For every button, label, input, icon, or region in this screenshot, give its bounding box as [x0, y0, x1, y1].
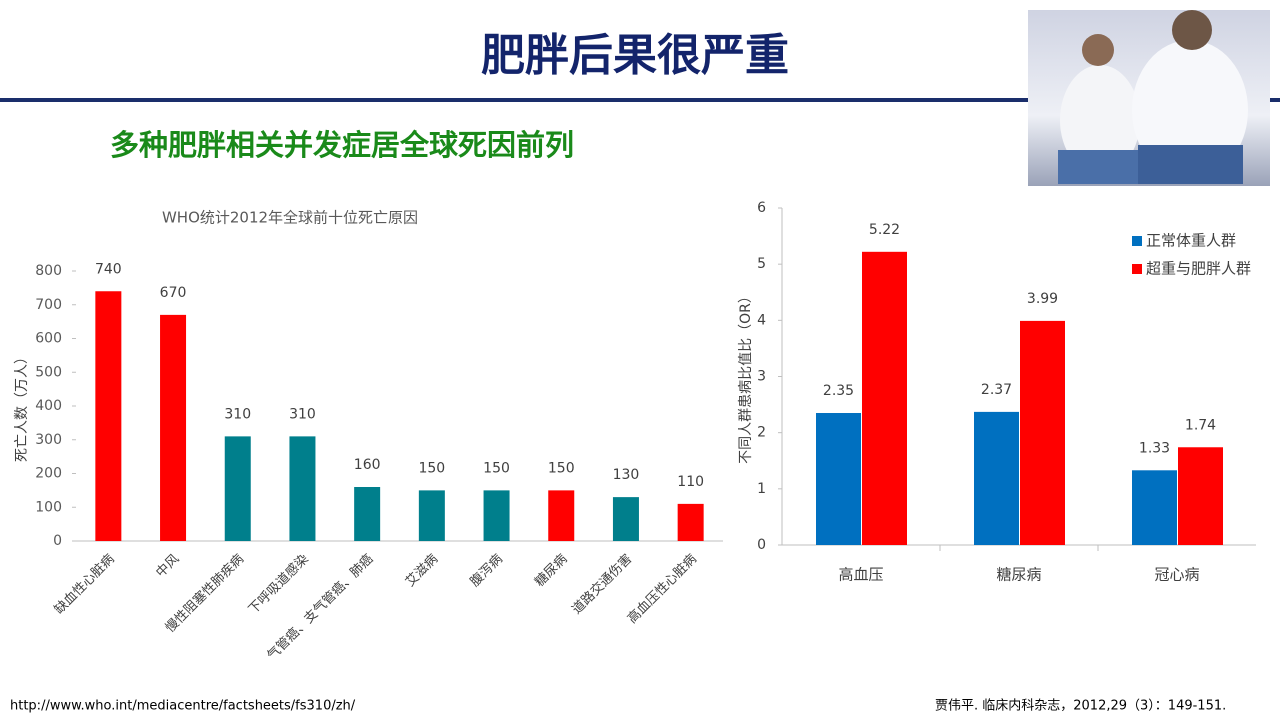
- y-tick-label: 600: [35, 331, 62, 347]
- bar: [224, 436, 251, 541]
- bar: [612, 497, 639, 541]
- legend-label: 正常体重人群: [1146, 232, 1236, 250]
- y-axis-label: 死亡人数（万人）: [14, 350, 30, 462]
- value-label: 5.22: [869, 222, 900, 238]
- header-rule: [0, 98, 1280, 102]
- bar: [95, 291, 122, 541]
- x-tick-label: 高血压: [838, 566, 883, 584]
- bar: [816, 413, 861, 545]
- x-tick-label: 糖尿病: [996, 566, 1041, 584]
- x-tick-label: 艾滋病: [403, 552, 441, 590]
- x-tick-label: 高血压性心脏病: [624, 551, 700, 627]
- legend-swatch: [1132, 236, 1142, 246]
- value-label: 150: [418, 460, 445, 476]
- y-tick-label: 2: [757, 425, 766, 441]
- y-tick-label: 500: [35, 364, 62, 380]
- x-tick-label: 缺血性心脏病: [52, 552, 118, 618]
- value-label: 3.99: [1027, 291, 1058, 307]
- y-tick-label: 200: [35, 466, 62, 482]
- y-tick-label: 800: [35, 263, 62, 279]
- bar: [1132, 470, 1177, 545]
- slide-subtitle: 多种肥胖相关并发症居全球死因前列: [110, 128, 574, 162]
- y-tick-label: 3: [757, 369, 766, 385]
- bar: [548, 490, 575, 541]
- y-tick-label: 400: [35, 398, 62, 414]
- value-label: 310: [289, 406, 316, 422]
- bar: [483, 490, 510, 541]
- value-label: 1.74: [1185, 417, 1216, 433]
- bar: [1020, 320, 1065, 545]
- value-label: 1.33: [1139, 440, 1170, 456]
- x-tick-label: 中风: [153, 552, 182, 581]
- bar: [418, 490, 445, 541]
- legend-swatch: [1132, 264, 1142, 274]
- chart-title: WHO统计2012年全球前十位死亡原因: [162, 209, 418, 227]
- y-tick-label: 700: [35, 297, 62, 313]
- x-tick-label: 气管癌、支气管癌、肺癌: [264, 551, 376, 663]
- value-label: 150: [483, 460, 510, 476]
- source-note: http://www.who.int/mediacentre/factsheet…: [10, 699, 356, 714]
- value-label: 160: [354, 457, 381, 473]
- y-tick-label: 4: [757, 312, 766, 328]
- photo: [1028, 10, 1270, 186]
- slide-title: 肥胖后果很严重: [481, 30, 789, 81]
- y-tick-label: 0: [53, 533, 62, 549]
- bar: [974, 411, 1019, 545]
- y-axis-label: 不同人群患病比值比（OR）: [738, 289, 754, 464]
- legend-label: 超重与肥胖人群: [1146, 260, 1251, 278]
- x-tick-label: 冠心病: [1154, 566, 1199, 584]
- value-label: 2.37: [981, 382, 1012, 398]
- y-tick-label: 1: [757, 481, 766, 497]
- source-note: 贾伟平. 临床内科杂志，2012,29（3）：149-151.: [935, 698, 1226, 714]
- value-label: 310: [224, 406, 251, 422]
- y-tick-label: 300: [35, 432, 62, 448]
- value-label: 2.35: [823, 383, 854, 399]
- value-label: 150: [548, 460, 575, 476]
- bar: [862, 251, 907, 545]
- value-label: 740: [95, 261, 122, 277]
- y-tick-label: 100: [35, 499, 62, 515]
- value-label: 670: [160, 285, 187, 301]
- bar: [354, 487, 381, 541]
- y-tick-label: 5: [757, 256, 766, 272]
- bar: [160, 314, 187, 541]
- x-tick-label: 糖尿病: [532, 551, 571, 590]
- x-tick-label: 道路交通伤害: [569, 551, 635, 617]
- y-tick-label: 6: [757, 200, 766, 216]
- x-tick-label: 腹泻病: [467, 551, 506, 590]
- y-tick-label: 0: [757, 537, 766, 553]
- bar: [1178, 447, 1223, 545]
- x-tick-label: 下呼吸道感染: [245, 551, 311, 617]
- bar: [677, 503, 704, 541]
- value-label: 110: [677, 474, 704, 490]
- bar: [289, 436, 316, 541]
- value-label: 130: [613, 467, 640, 483]
